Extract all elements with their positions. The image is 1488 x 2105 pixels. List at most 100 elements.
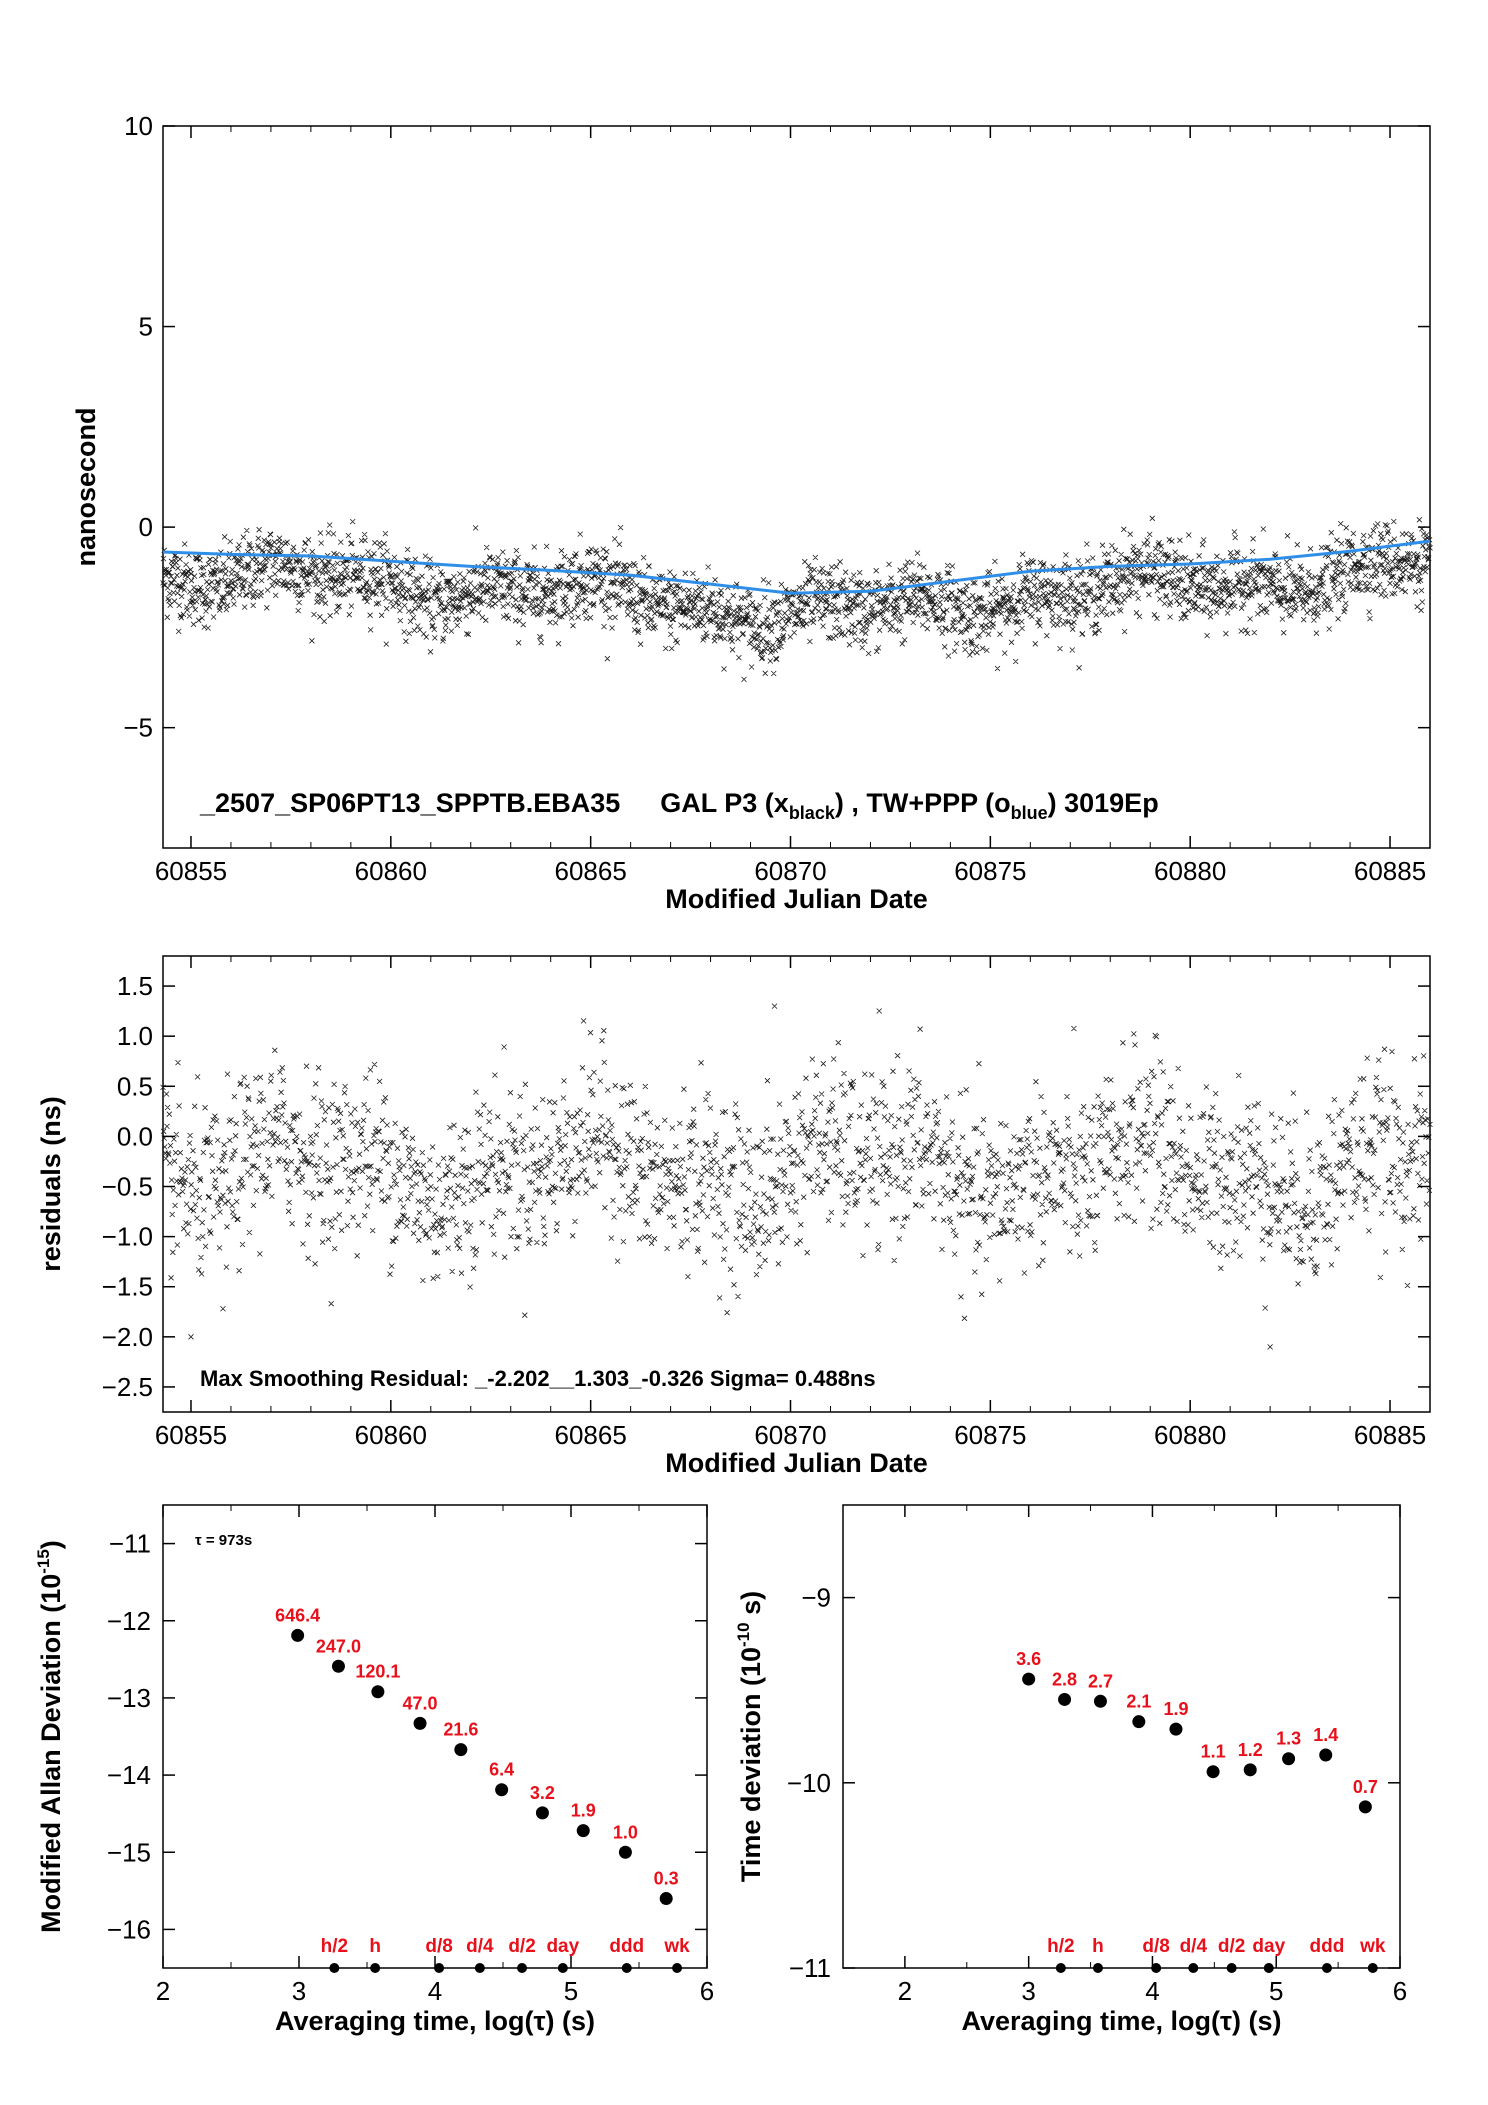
tau-marker (1188, 1963, 1199, 1973)
x-tick-label: 60885 (1354, 1420, 1426, 1450)
tau-marker-label: ddd (1310, 1936, 1345, 1957)
data-point (659, 1892, 673, 1906)
tau-marker (1055, 1963, 1066, 1973)
y-tick-label: 5 (139, 312, 153, 342)
data-point-label: 646.4 (275, 1605, 320, 1625)
y-tick-label: −1.0 (102, 1222, 153, 1252)
data-point-label: 3.6 (1016, 1649, 1041, 1669)
tau-marker (329, 1963, 340, 1973)
y-tick-label: −10 (787, 1768, 831, 1798)
data-point-label: 1.4 (1313, 1725, 1338, 1745)
panel-allan-deviation: 2 3 4 5 6 −11 −12 −13 −14 −15 −16 646.4 247.0 120.147… (34, 1504, 714, 2036)
tau-marker (1367, 1963, 1378, 1973)
y-tick-label: −1.5 (102, 1272, 153, 1302)
x-axis-label: Averaging time, log(τ) (s) (961, 2006, 1281, 2036)
data-point (1169, 1722, 1183, 1736)
annotation-part: blue (1011, 803, 1048, 823)
data-point (1243, 1763, 1257, 1777)
series-annotation: _2507_SP06PT13_SPPTB.EBA35 GAL P3 (xblack… (199, 788, 1159, 823)
data-point (1319, 1748, 1333, 1762)
y-tick-label: −2.0 (102, 1322, 153, 1352)
x-tick-label: 4 (1145, 1976, 1159, 2006)
x-tick-label: 60870 (754, 1420, 826, 1450)
tau-marker (434, 1963, 445, 1973)
x-tick-label: 5 (1269, 1976, 1283, 2006)
x-tick-label: 60870 (754, 856, 826, 886)
x-tick-label: 60880 (1154, 856, 1226, 886)
y-axis-label-main: Modified Allan Deviation (10 (36, 1574, 66, 1933)
data-point (1282, 1752, 1296, 1766)
data-point-label: 2.1 (1126, 1692, 1151, 1712)
y-axis-label-exponent: -15 (34, 1549, 53, 1574)
x-tick-label: 60885 (1354, 856, 1426, 886)
x-tick-label: 3 (1021, 1976, 1035, 2006)
data-point (1022, 1672, 1036, 1686)
y-tick-label: −0.5 (102, 1172, 153, 1202)
tau-marker (621, 1963, 632, 1973)
data-point (454, 1743, 468, 1757)
y-tick-label: −2.5 (102, 1372, 153, 1402)
annotation-part: ) 3019Ep (1048, 788, 1159, 818)
tau-marker (1092, 1963, 1103, 1973)
residual-points (160, 1003, 1433, 1350)
y-tick-label: −13 (107, 1683, 151, 1713)
x-tick-label: 3 (292, 1976, 306, 2006)
x-axis-label: Averaging time, log(τ) (s) (275, 2006, 595, 2036)
x-tick-label: 60855 (155, 1420, 227, 1450)
data-point (1358, 1800, 1372, 1814)
data-point (1093, 1694, 1107, 1708)
data-point-label: 1.0 (613, 1822, 638, 1842)
annotation-part: _2507_SP06PT13_SPPTB.EBA35 (199, 788, 620, 818)
tau-marker (672, 1963, 683, 1973)
data-point-label: 6.4 (489, 1760, 514, 1780)
tau-marker-label: h (369, 1936, 381, 1957)
x-tick-label: 2 (156, 1976, 170, 2006)
y-axis-label-main: Time deviation (10 (736, 1647, 766, 1882)
y-tick-label: −15 (107, 1837, 151, 1867)
y-axis-label-end: ) (36, 1540, 66, 1549)
data-point-label: 2.7 (1088, 1671, 1113, 1691)
tau-marker-label: ddd (609, 1936, 644, 1957)
y-tick-label: −9 (801, 1583, 831, 1613)
tau-marker-label: h (1092, 1936, 1104, 1957)
x-tick-label: 4 (428, 1976, 442, 2006)
gal-p3-points (160, 515, 1433, 683)
data-point (618, 1845, 632, 1859)
plot-frame (162, 125, 1431, 849)
y-axis-label: residuals (ns) (36, 1096, 66, 1272)
data-point-label: 247.0 (316, 1636, 361, 1656)
y-tick-label: −5 (123, 713, 153, 743)
residual-stats-annotation: Max Smoothing Residual: _-2.202__1.303_-… (200, 1366, 876, 1391)
x-tick-label: 60865 (555, 856, 627, 886)
data-point (291, 1628, 305, 1642)
x-tick-label: 2 (898, 1976, 912, 2006)
tau-marker-label: wk (1359, 1936, 1386, 1957)
data-point-label: 3.2 (530, 1783, 555, 1803)
tau-note: τ = 973s (195, 1532, 252, 1549)
x-tick-label: 60875 (954, 856, 1026, 886)
data-point-label: 0.3 (654, 1869, 679, 1889)
data-point (535, 1806, 549, 1820)
annotation-part: ) , TW+PPP (o (835, 788, 1011, 818)
x-tick-label: 5 (564, 1976, 578, 2006)
x-tick-label: 60865 (555, 1420, 627, 1450)
data-point-label: 47.0 (403, 1693, 438, 1713)
annotation-part: black (789, 803, 836, 823)
tau-marker-label: day (546, 1936, 579, 1957)
x-tick-label: 6 (700, 1976, 714, 2006)
data-point-label: 1.2 (1238, 1740, 1263, 1760)
data-point (1058, 1692, 1072, 1706)
tau-marker-label: wk (663, 1936, 690, 1957)
x-tick-label: 60880 (1154, 1420, 1226, 1450)
annotation-part: GAL P3 (x (660, 788, 789, 818)
x-axis-label: Modified Julian Date (665, 884, 928, 914)
y-axis-label: nanosecond (71, 407, 101, 566)
tau-marker (474, 1963, 485, 1973)
tau-marker-label: d/2 (1218, 1936, 1245, 1957)
data-point-label: 1.9 (1163, 1699, 1188, 1719)
panel-time-deviation: 2 3 4 5 6 −9 −10 −11 3.6 2.8 2.7 2.1 1.9 1.1 1.2 1.3 1.4… (734, 1504, 1407, 2036)
tau-marker (1263, 1963, 1274, 1973)
tau-marker (557, 1963, 568, 1973)
tau-marker-label: h/2 (321, 1936, 348, 1957)
